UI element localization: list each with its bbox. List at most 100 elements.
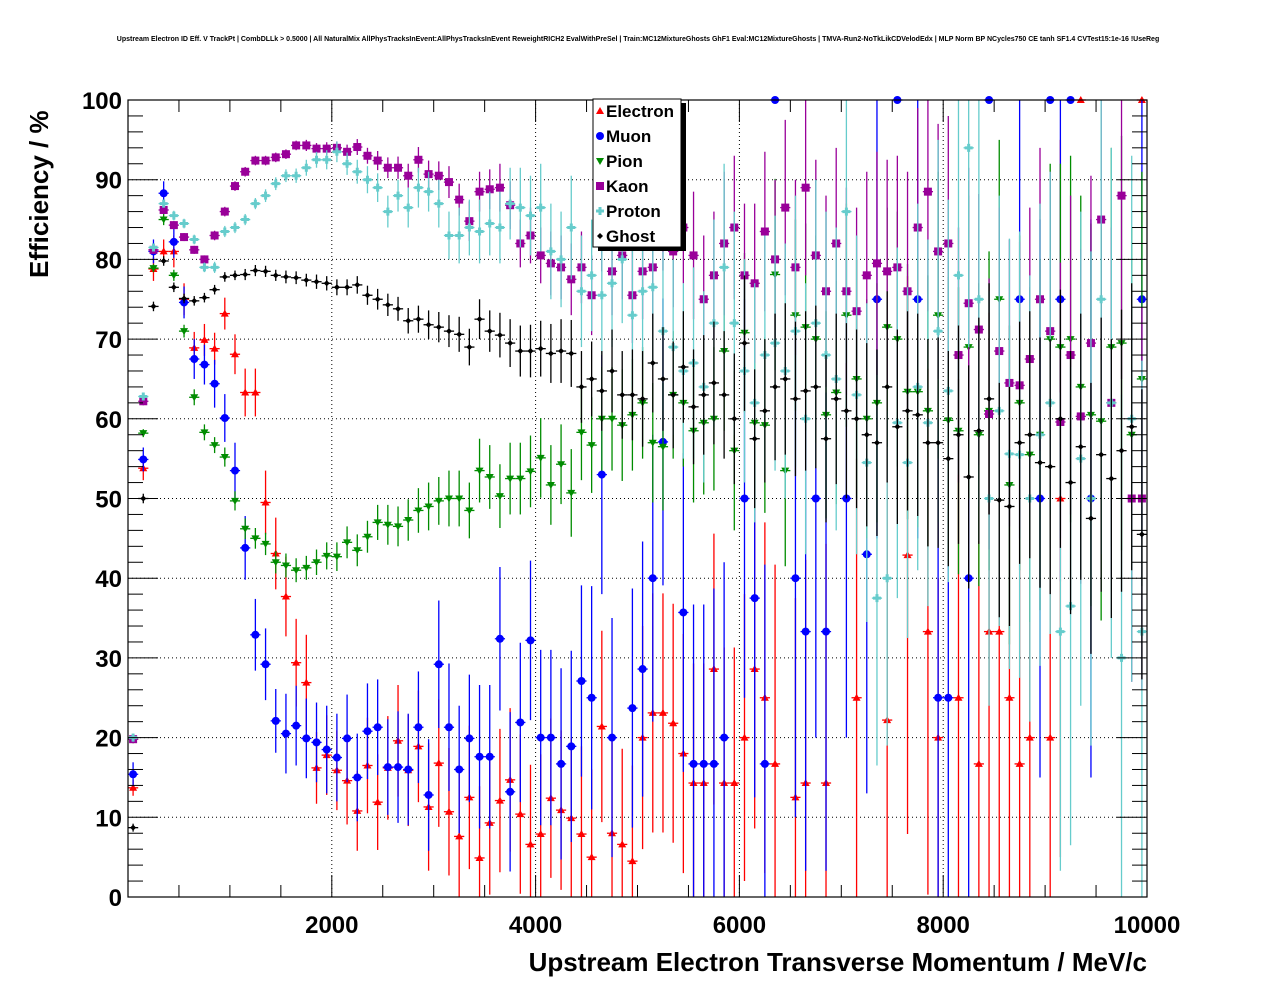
ghost-point bbox=[181, 295, 188, 302]
proton-point bbox=[872, 594, 881, 603]
ghost-point bbox=[761, 407, 768, 414]
ghost-point bbox=[945, 455, 952, 462]
ghost-point bbox=[558, 348, 565, 355]
proton-point bbox=[322, 155, 331, 164]
ghost-point bbox=[323, 280, 330, 287]
ghost-point bbox=[598, 387, 605, 394]
ghost-point bbox=[680, 363, 687, 370]
kaon-point bbox=[760, 227, 769, 236]
proton-point bbox=[230, 223, 239, 232]
legend-label-pion: Pion bbox=[606, 152, 643, 171]
kaon-point bbox=[200, 255, 209, 264]
proton-point bbox=[414, 183, 423, 192]
muon-point bbox=[261, 660, 270, 669]
y-tick-label: 70 bbox=[95, 327, 122, 354]
kaon-point bbox=[220, 207, 229, 216]
kaon-point bbox=[373, 156, 382, 165]
muon-point bbox=[169, 237, 178, 246]
ghost-point bbox=[935, 439, 942, 446]
electron-point bbox=[373, 798, 382, 806]
proton-point bbox=[720, 263, 729, 272]
ghost-point bbox=[211, 286, 218, 293]
muon-point bbox=[536, 733, 545, 742]
legend-label-proton: Proton bbox=[606, 202, 661, 221]
proton-point bbox=[485, 219, 494, 228]
ghost-point bbox=[507, 340, 514, 347]
ghost-point bbox=[568, 350, 575, 357]
kaon-point bbox=[923, 187, 932, 196]
electron-point bbox=[1005, 693, 1014, 701]
kaon-point bbox=[1117, 191, 1126, 200]
kaon-point bbox=[190, 245, 199, 254]
muon-point bbox=[689, 759, 698, 768]
ghost-point bbox=[721, 391, 728, 398]
electron-point bbox=[1025, 733, 1034, 741]
electron-point bbox=[281, 592, 290, 600]
ghost-point bbox=[782, 375, 789, 382]
ghost-point bbox=[1006, 503, 1013, 510]
x-tick-label: 10000 bbox=[1114, 912, 1181, 939]
legend-marker-pion bbox=[596, 158, 604, 165]
proton-point bbox=[557, 255, 566, 264]
proton-point bbox=[526, 211, 535, 220]
muon-point bbox=[281, 729, 290, 738]
ghost-point bbox=[333, 284, 340, 291]
kaon-point bbox=[455, 195, 464, 204]
kaon-point bbox=[180, 233, 189, 242]
pion-point bbox=[608, 415, 617, 423]
ghost-point bbox=[313, 278, 320, 285]
ghost-point bbox=[833, 395, 840, 402]
proton-point bbox=[618, 255, 627, 264]
y-tick-label: 0 bbox=[109, 885, 122, 912]
kaon-point bbox=[669, 247, 678, 256]
pion-point bbox=[230, 497, 239, 505]
ghost-point bbox=[384, 301, 391, 308]
y-tick-label: 90 bbox=[95, 168, 122, 195]
electron-point bbox=[292, 658, 301, 666]
legend-marker-ghost bbox=[597, 233, 603, 239]
proton-point bbox=[495, 223, 504, 232]
ghost-point bbox=[252, 267, 259, 274]
ghost-point bbox=[1077, 443, 1084, 450]
electron-point bbox=[658, 708, 667, 716]
y-tick-label: 30 bbox=[95, 646, 122, 673]
proton-point bbox=[516, 203, 525, 212]
ghost-point bbox=[578, 383, 585, 390]
ghost-point bbox=[293, 274, 300, 281]
electron-point bbox=[954, 693, 963, 701]
muon-point bbox=[383, 763, 392, 772]
proton-point bbox=[394, 191, 403, 200]
pion-point bbox=[363, 533, 372, 541]
kaon-point bbox=[241, 167, 250, 176]
ghost-point bbox=[1037, 459, 1044, 466]
proton-point bbox=[536, 203, 545, 212]
pion-point bbox=[169, 272, 178, 280]
legend-marker-electron bbox=[596, 107, 604, 114]
kaon-point bbox=[159, 205, 168, 214]
muon-point bbox=[791, 574, 800, 583]
ghost-point bbox=[690, 403, 697, 410]
ghost-point bbox=[242, 271, 249, 278]
ghost-point bbox=[863, 431, 870, 438]
electron-point bbox=[516, 810, 525, 818]
electron-point bbox=[444, 807, 453, 815]
muon-point bbox=[720, 733, 729, 742]
muon-point bbox=[312, 738, 321, 747]
pion-point bbox=[434, 497, 443, 505]
ghost-point bbox=[231, 272, 238, 279]
electron-point bbox=[587, 853, 596, 861]
kaon-point bbox=[475, 187, 484, 196]
ghost-point bbox=[955, 431, 962, 438]
ghost-point bbox=[425, 321, 432, 328]
legend-marker-proton bbox=[596, 207, 604, 215]
legend-item-muon: Muon bbox=[596, 127, 651, 146]
pion-point bbox=[414, 507, 423, 515]
ghost-point bbox=[843, 407, 850, 414]
legend-item-kaon: Kaon bbox=[596, 177, 649, 196]
legend-item-ghost: Ghost bbox=[597, 227, 655, 246]
pion-point bbox=[302, 564, 311, 572]
pion-point bbox=[383, 521, 392, 529]
muon-point bbox=[597, 470, 606, 479]
y-tick-label: 20 bbox=[95, 726, 122, 753]
